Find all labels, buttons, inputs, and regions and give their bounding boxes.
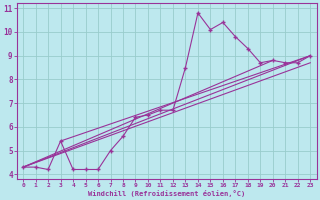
X-axis label: Windchill (Refroidissement éolien,°C): Windchill (Refroidissement éolien,°C)	[88, 190, 245, 197]
